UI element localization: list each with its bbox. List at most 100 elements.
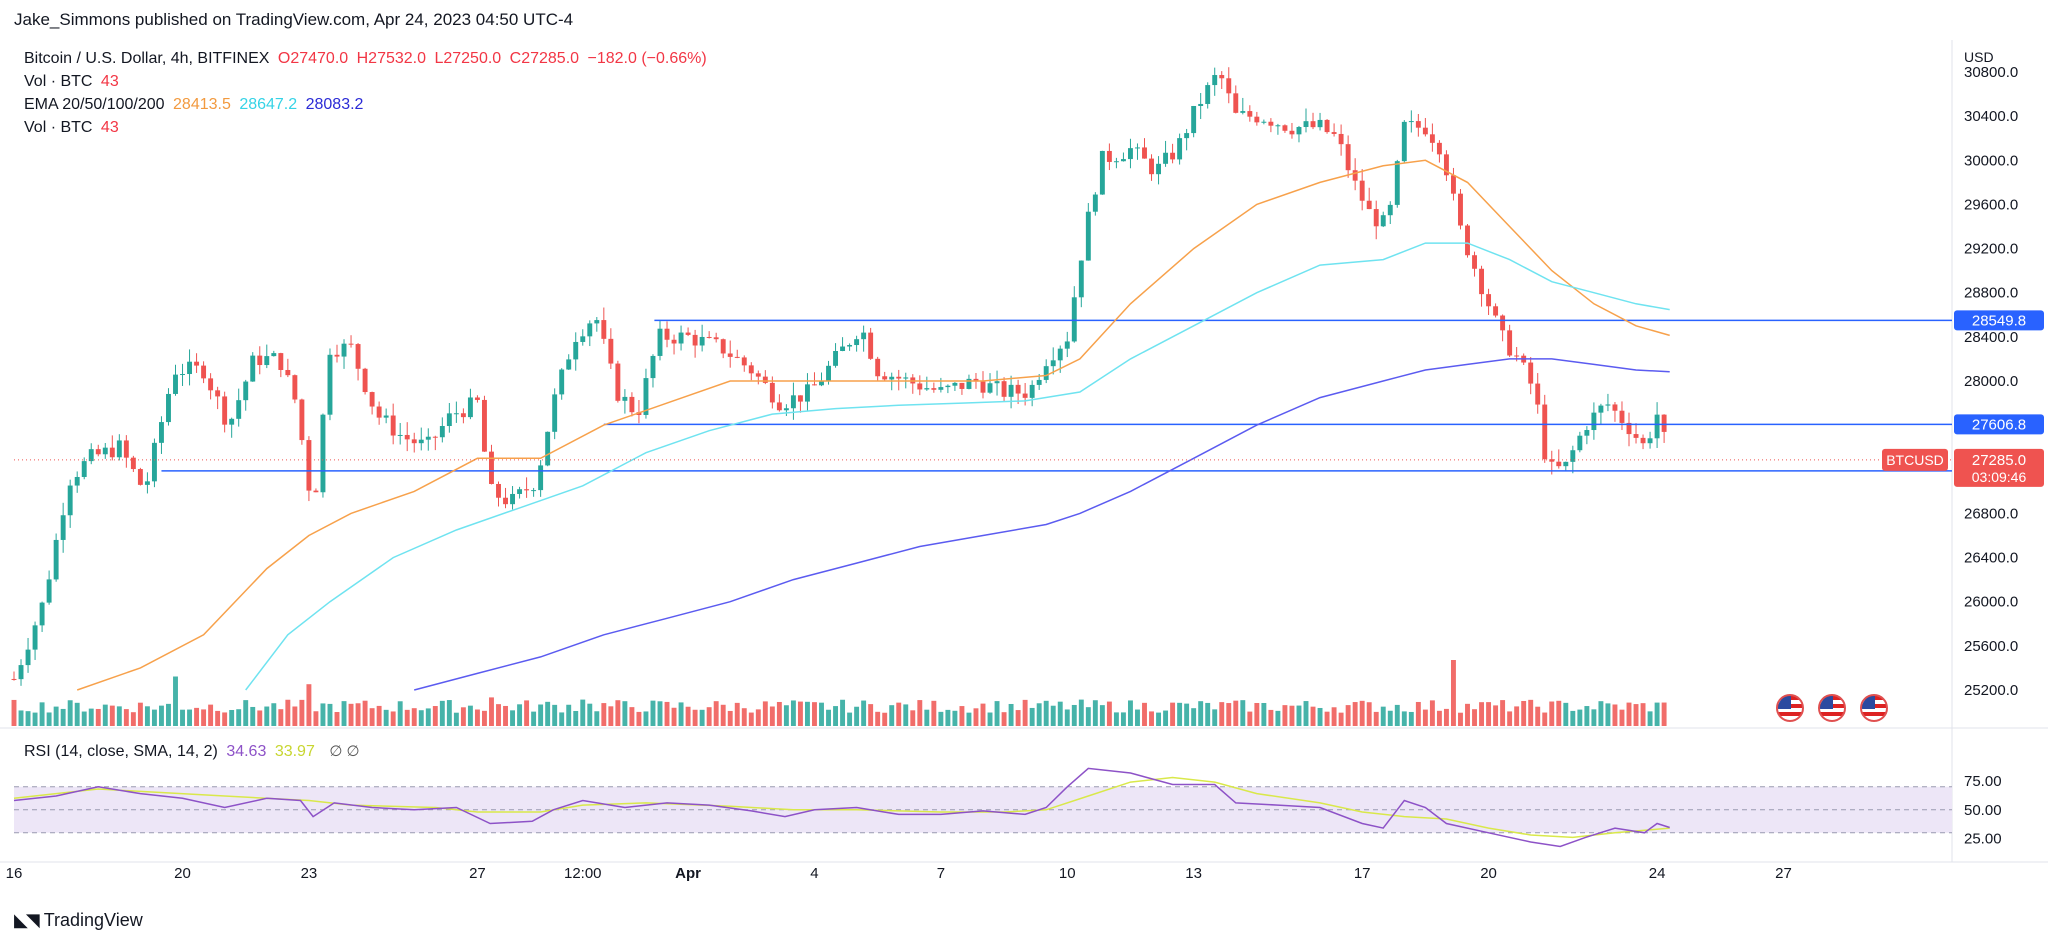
time-tick-label: 23 [301, 865, 318, 882]
candle-body [664, 328, 670, 340]
volume-bar [994, 701, 1000, 726]
candle-body [1577, 435, 1583, 451]
volume-bar [889, 705, 895, 726]
volume-bar [320, 703, 326, 726]
candle-body [109, 447, 115, 458]
candle-body [1022, 393, 1028, 398]
candle-body [994, 381, 1000, 384]
volume-bar [896, 702, 902, 726]
us-flag-icon[interactable] [1818, 694, 1846, 722]
volume-bar [404, 709, 410, 726]
candle-body [362, 368, 368, 393]
volume-bar [762, 701, 768, 726]
candle-body [11, 678, 17, 680]
volume-bar [1099, 705, 1105, 726]
volume-bar [868, 704, 874, 726]
volume-bar [1591, 709, 1597, 726]
candle-body [376, 406, 382, 418]
ema50-value: 28647.2 [239, 96, 298, 113]
ema-label: EMA 20/50/100/200 [24, 96, 165, 113]
volume-bar [1170, 702, 1176, 726]
candle-body [116, 440, 122, 458]
volume-bar [53, 706, 59, 726]
candle-body [1331, 132, 1337, 134]
candle-body [889, 376, 895, 380]
brand: ◣◥ TradingView [14, 910, 143, 931]
volume-bar [341, 701, 347, 726]
ema20-line [76, 159, 1670, 691]
candle-body [875, 358, 881, 377]
candle-body [369, 392, 375, 407]
candle-body [924, 388, 930, 390]
volume-bar [854, 706, 860, 726]
candle-body [776, 402, 782, 411]
volume-bar [524, 700, 530, 726]
candle-body [1514, 355, 1520, 357]
volume-bar [1633, 704, 1639, 726]
volume-bar [559, 712, 565, 726]
volume-bar [1282, 705, 1288, 726]
candle-body [474, 397, 480, 400]
volume-bar [1654, 702, 1660, 726]
price-tick-label: 30000.0 [1964, 152, 2018, 169]
candle-body [1528, 362, 1534, 384]
volume-bar [102, 704, 108, 726]
candle-body [783, 408, 789, 411]
candle-body [938, 387, 944, 390]
candle-body [1289, 130, 1295, 135]
candle-body [643, 378, 649, 415]
candle-body [615, 363, 621, 401]
volume-bar [348, 703, 354, 726]
volume-legend-2: Vol · BTC 43 [24, 119, 123, 137]
candle-body [53, 539, 59, 580]
volume-bar [552, 704, 558, 726]
volume-bar [1549, 701, 1555, 726]
us-flag-icon[interactable] [1860, 694, 1888, 722]
volume-bar [1500, 700, 1506, 726]
candle-body [81, 461, 87, 477]
candle-body [299, 399, 305, 441]
candle-body [264, 356, 270, 366]
candle-body [819, 380, 824, 386]
candle-body [1233, 93, 1239, 113]
candle-body [306, 440, 312, 491]
us-flag-icon[interactable] [1776, 694, 1804, 722]
volume-bar [769, 706, 775, 726]
candle-body [657, 328, 663, 356]
volume-bar [236, 709, 242, 726]
candle-body [762, 376, 768, 383]
rsi-tick-label: 50.00 [1964, 802, 2002, 819]
visibility-icons[interactable]: ∅ ∅ [329, 743, 360, 760]
candle-body [1247, 111, 1253, 117]
candle-body [692, 334, 698, 346]
volume-bar [1001, 712, 1007, 726]
volume-bar [790, 700, 796, 726]
candle-body [166, 393, 171, 423]
candle-body [1036, 379, 1042, 385]
volume-bar [327, 703, 333, 726]
time-tick-label: 17 [1354, 865, 1371, 882]
currency-label: USD [1964, 49, 1994, 65]
volume-bar [1029, 707, 1035, 726]
candle-body [755, 373, 761, 377]
candle-body [1156, 163, 1162, 175]
volume-bar [1436, 710, 1442, 726]
volume-bar [1429, 700, 1435, 726]
candle-body [151, 442, 157, 482]
candle-body [236, 400, 242, 419]
volume-bar [1619, 709, 1625, 726]
volume-bar [418, 710, 424, 726]
candle-body [734, 356, 740, 358]
volume-bar [1408, 711, 1414, 726]
candle-body [341, 343, 347, 357]
candle-body [1120, 159, 1126, 162]
candle-body [741, 357, 747, 366]
price-tick-label: 29600.0 [1964, 196, 2018, 213]
time-tick-label: 10 [1059, 865, 1076, 882]
volume-bar [1493, 705, 1499, 726]
candle-body [1472, 255, 1477, 269]
volume-bar [1380, 706, 1386, 726]
volume-bar [496, 704, 501, 726]
candle-body [959, 382, 965, 389]
